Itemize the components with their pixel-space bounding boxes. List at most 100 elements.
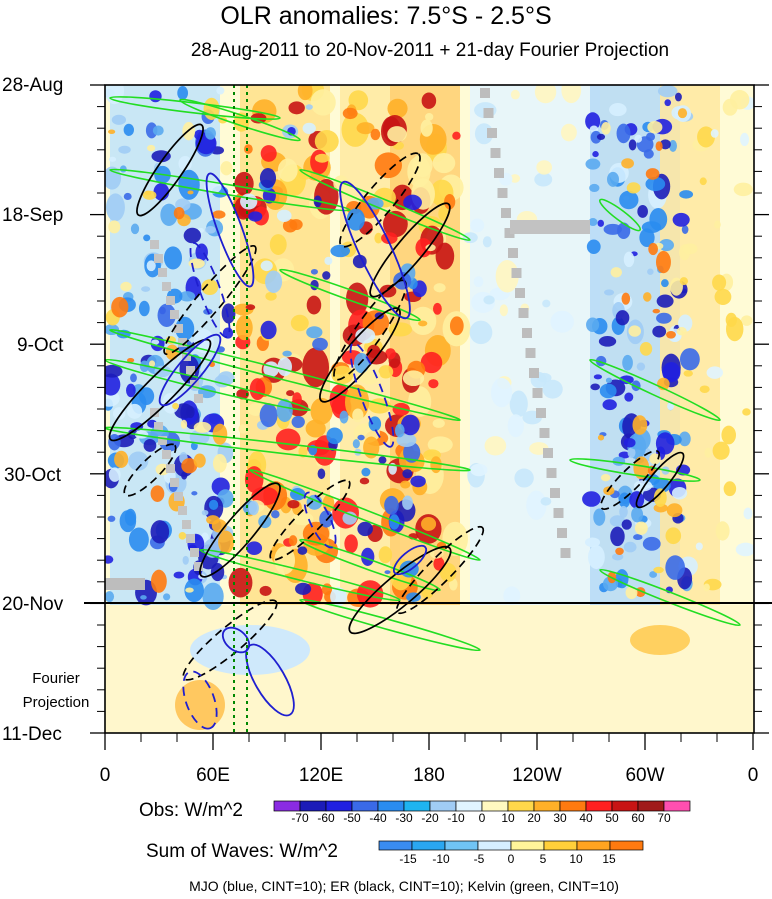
olr-anomaly: [175, 316, 195, 341]
olr-anomaly: [649, 571, 658, 578]
missing-data: [174, 324, 183, 333]
olr-anomaly: [218, 530, 234, 554]
olr-anomaly: [655, 250, 671, 274]
olr-anomaly: [671, 486, 688, 500]
wave-tick: -15: [399, 852, 417, 866]
olr-anomaly: [421, 517, 437, 531]
olr-anomaly: [107, 515, 116, 522]
olr-anomaly: [361, 547, 375, 566]
olr-anomaly: [326, 427, 343, 445]
olr-anomaly: [616, 123, 631, 144]
er-contour: [182, 599, 278, 681]
olr-anomaly: [592, 151, 599, 158]
olr-anomaly: [282, 350, 292, 357]
olr-anomaly: [672, 212, 690, 227]
er-contour: [599, 449, 661, 511]
olr-anomaly: [105, 555, 114, 564]
olr-anomaly: [401, 414, 420, 436]
x-tick-label: 60W: [625, 765, 664, 786]
olr-anomaly: [642, 536, 661, 551]
y-tick-label: 28-Aug: [2, 75, 63, 96]
olr-anomaly: [473, 276, 484, 288]
missing-data: [532, 388, 543, 398]
olr-anomaly: [621, 292, 631, 305]
olr-anomaly: [469, 320, 493, 345]
olr-anomaly: [357, 521, 373, 537]
obs-tick: 40: [579, 811, 593, 825]
chart-title: OLR anomalies: 7.5°S - 2.5°S: [220, 2, 552, 30]
kelvin-contour: [109, 96, 281, 120]
olr-anomaly: [187, 190, 194, 195]
olr-anomaly: [421, 92, 437, 109]
kelvin-contour: [179, 98, 301, 142]
olr-anomaly: [681, 225, 689, 234]
olr-anomaly: [612, 553, 624, 561]
olr-anomaly: [503, 586, 521, 605]
missing-data: [494, 168, 504, 178]
olr-anomaly: [645, 168, 660, 180]
olr-anomaly: [339, 410, 349, 424]
er-contour: [163, 244, 257, 356]
olr-anomaly: [593, 374, 603, 380]
er-contour: [348, 545, 452, 635]
projection-blob: [175, 680, 225, 730]
olr-anomaly: [633, 480, 653, 492]
er-contour: [123, 443, 177, 497]
missing-data: [170, 310, 179, 319]
missing-data: [539, 428, 550, 438]
kelvin-contour: [249, 468, 481, 562]
olr-anomaly: [439, 562, 457, 583]
missing-data: [150, 240, 159, 249]
olr-anomaly: [499, 304, 508, 317]
olr-anomaly: [542, 379, 563, 399]
mjo-contour: [182, 670, 218, 730]
missing-data: [158, 436, 167, 445]
olr-anomaly: [310, 268, 318, 275]
olr-anomaly: [221, 303, 236, 324]
wave-colorbar-swatch: [378, 840, 413, 851]
olr-anomaly: [669, 139, 677, 152]
olr-anomaly: [643, 149, 654, 159]
missing-data: [186, 534, 195, 543]
missing-data: [480, 88, 490, 98]
obs-tick: -10: [447, 811, 465, 825]
olr-anomaly: [631, 506, 644, 523]
olr-anomaly: [621, 519, 632, 530]
y-tick-label: 30-Oct: [4, 465, 62, 486]
olr-anomaly: [310, 397, 333, 425]
olr-anomaly: [432, 302, 442, 315]
olr-anomaly: [355, 327, 376, 344]
olr-anomaly: [203, 180, 222, 194]
olr-anomaly: [259, 585, 272, 596]
olr-anomaly: [623, 541, 637, 553]
obs-tick: -70: [291, 811, 309, 825]
olr-anomaly: [359, 477, 370, 485]
olr-anomaly: [588, 545, 605, 570]
olr-anomaly: [374, 152, 402, 179]
olr-anomaly: [400, 480, 411, 489]
olr-anomaly: [619, 190, 639, 210]
olr-anomaly: [188, 258, 205, 269]
olr-anomaly: [402, 469, 413, 479]
missing-data: [178, 506, 187, 515]
obs-colorbar: [273, 800, 691, 812]
olr-anomaly: [588, 218, 598, 227]
olr-anomaly: [220, 161, 233, 176]
olr-anomaly: [246, 541, 263, 556]
olr-anomaly: [216, 86, 225, 95]
olr-anomaly: [370, 128, 381, 141]
olr-anomaly: [130, 373, 137, 383]
olr-anomaly: [667, 402, 674, 411]
kelvin-contour: [598, 198, 642, 232]
olr-anomaly: [695, 542, 703, 551]
olr-anomaly: [585, 158, 601, 170]
olr-anomaly: [634, 134, 643, 143]
olr-anomaly: [305, 419, 326, 438]
olr-anomaly: [289, 488, 306, 501]
olr-anomaly: [561, 85, 582, 104]
olr-anomaly: [138, 300, 150, 317]
olr-anomaly: [560, 123, 577, 142]
olr-anomaly: [245, 304, 256, 311]
olr-anomaly: [427, 436, 453, 453]
olr-anomaly: [484, 436, 507, 456]
